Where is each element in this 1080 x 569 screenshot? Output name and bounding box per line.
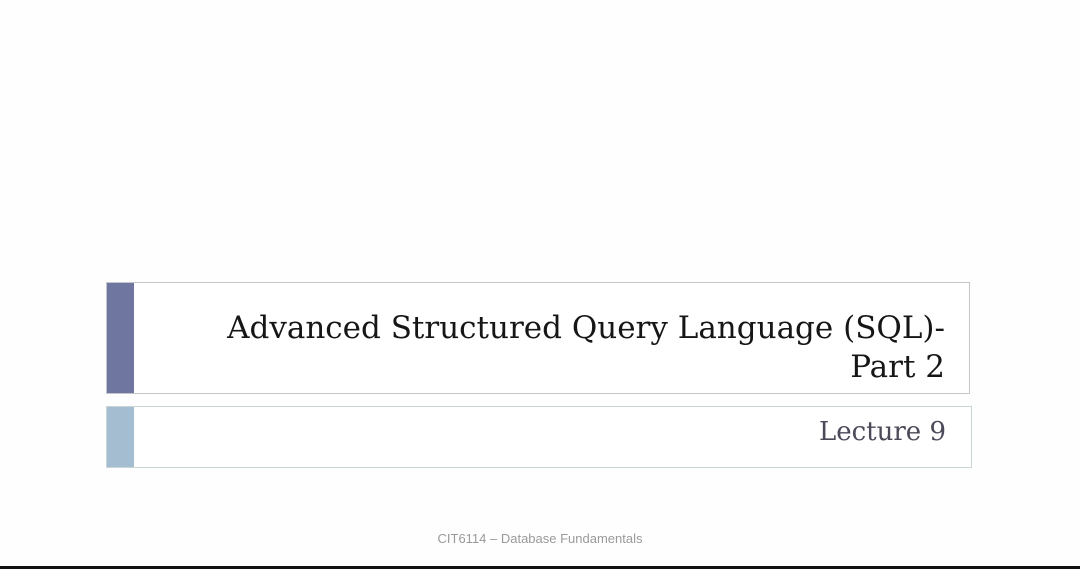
title-accent-bar (107, 283, 134, 393)
title-box: Advanced Structured Query Language (SQL)… (106, 282, 970, 394)
slide-subtitle: Lecture 9 (818, 417, 946, 447)
slide-title-line-2: Part 2 (850, 349, 945, 385)
subtitle-box: Lecture 9 (106, 406, 972, 468)
slide-title: Advanced Structured Query Language (SQL)… (165, 309, 945, 387)
slide-footer: CIT6114 – Database Fundamentals (437, 531, 643, 546)
slide-title-line-1: Advanced Structured Query Language (SQL)… (227, 310, 945, 346)
subtitle-accent-bar (107, 407, 134, 467)
bottom-divider (0, 566, 1080, 569)
